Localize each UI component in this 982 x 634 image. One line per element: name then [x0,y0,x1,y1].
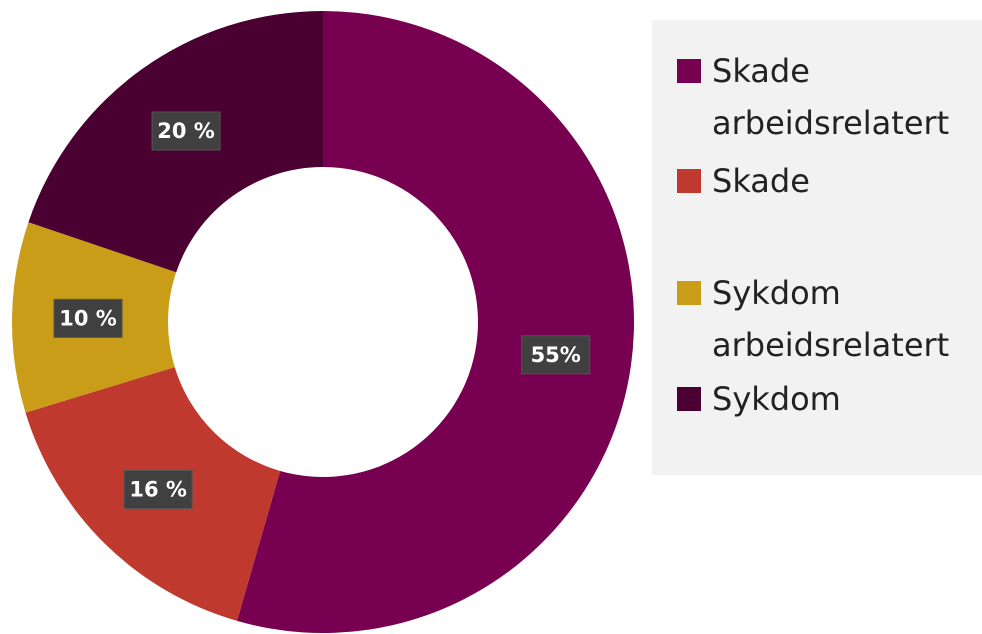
legend-swatch [677,169,701,193]
legend-swatch [677,59,701,83]
legend-swatch [677,387,701,411]
donut-slice [237,11,635,633]
legend-item: Sykdom arbeidsrelatert [677,267,977,371]
legend-swatch [677,281,701,305]
legend-item: Skade [677,155,977,207]
value-label-box [521,335,591,375]
legend-item: Sykdom [677,373,977,425]
value-label-box [123,469,193,509]
value-label: 10 % [59,306,117,330]
legend-label: Skade arbeidsrelatert [712,52,950,142]
legend-label: Skade [712,162,810,200]
value-label: 55% [531,343,581,367]
legend-item: Skade arbeidsrelatert [677,45,977,149]
legend-label: Sykdom arbeidsrelatert [712,274,950,364]
value-label: 16 % [129,477,187,501]
value-label-box [151,111,221,151]
legend: Skade arbeidsrelatert Skade Sykdom arbeids… [652,20,982,475]
legend-label: Sykdom [712,380,841,418]
value-label-box [53,298,123,338]
value-label: 20 % [157,119,215,143]
